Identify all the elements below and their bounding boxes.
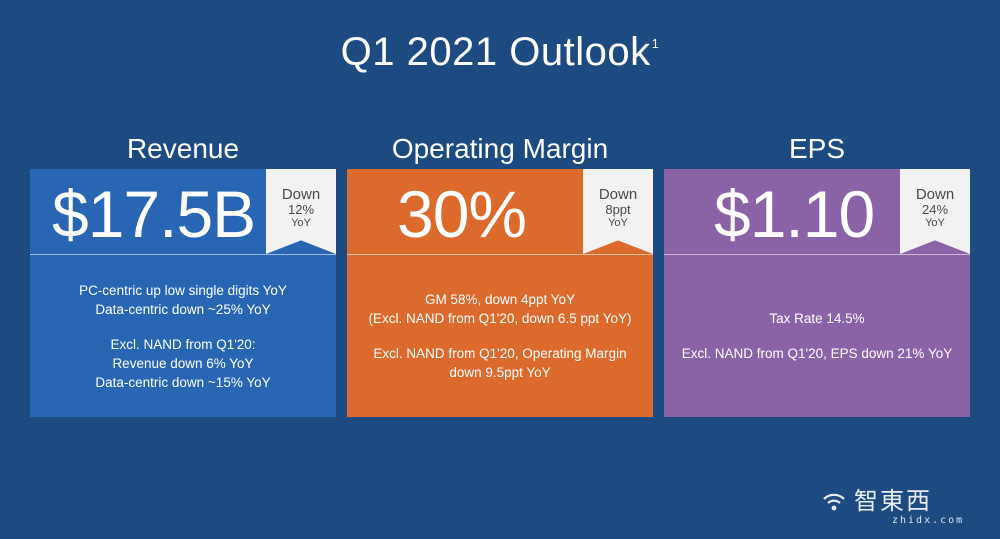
badge-period: YoY xyxy=(925,217,945,229)
detail-line: Excl. NAND from Q1'20, EPS down 21% YoY xyxy=(681,346,953,361)
detail-line: Excl. NAND from Q1'20: xyxy=(110,336,256,352)
detail-line: down 9.5ppt YoY xyxy=(449,365,551,380)
eps-details: Tax Rate 14.5% Excl. NAND from Q1'20, EP… xyxy=(664,255,970,417)
slide-title: Q1 2021 Outlook1 xyxy=(0,30,1000,75)
card-divider xyxy=(347,254,653,255)
operating-margin-value: 30% xyxy=(397,177,527,251)
operating-margin-card-top: 30% Down 8ppt YoY xyxy=(347,169,653,254)
badge-period: YoY xyxy=(291,217,311,229)
revenue-details: PC-centric up low single digits YoY Data… xyxy=(30,255,336,417)
badge-direction: Down xyxy=(598,186,638,203)
detail-line: Data-centric down ~15% YoY xyxy=(95,374,271,390)
revenue-column: Revenue $17.5B Down 12% YoY PC-centric u… xyxy=(30,130,336,417)
operating-margin-card: 30% Down 8ppt YoY GM 58%, down 4ppt YoY … xyxy=(347,169,653,417)
detail-line: Data-centric down ~25% YoY xyxy=(95,301,271,317)
revenue-value: $17.5B xyxy=(52,177,256,251)
badge-direction: Down xyxy=(915,186,955,203)
operating-margin-details: GM 58%, down 4ppt YoY (Excl. NAND from Q… xyxy=(347,255,653,417)
eps-heading: EPS xyxy=(788,133,846,164)
watermark-text: 智東西 xyxy=(854,487,932,515)
revenue-card-top: $17.5B Down 12% YoY xyxy=(30,169,336,254)
revenue-heading: Revenue xyxy=(126,133,240,164)
detail-line: Revenue down 6% YoY xyxy=(112,355,254,371)
revenue-card: $17.5B Down 12% YoY PC-centric up low si… xyxy=(30,169,336,417)
detail-line: Tax Rate 14.5% xyxy=(769,311,865,326)
wifi-signal-icon xyxy=(823,493,845,511)
card-divider xyxy=(30,254,336,255)
detail-line: GM 58%, down 4ppt YoY xyxy=(424,292,576,307)
badge-amount: 24% xyxy=(921,202,949,217)
eps-column: EPS $1.10 Down 24% YoY Tax Rate 14.5% Ex… xyxy=(664,130,970,417)
operating-margin-heading: Operating Margin xyxy=(391,133,609,164)
detail-line: Excl. NAND from Q1'20, Operating Margin xyxy=(373,346,627,361)
badge-amount: 8ppt xyxy=(605,202,631,217)
operating-margin-change-badge: Down 8ppt YoY xyxy=(583,169,653,254)
eps-card: $1.10 Down 24% YoY Tax Rate 14.5% Excl. … xyxy=(664,169,970,417)
eps-change-badge: Down 24% YoY xyxy=(900,169,970,254)
detail-line: PC-centric up low single digits YoY xyxy=(79,282,287,298)
watermark-subtext: zhidx.com xyxy=(892,515,965,526)
badge-direction: Down xyxy=(281,186,321,203)
watermark-logo: 智東西 zhidx.com xyxy=(822,487,982,527)
revenue-change-badge: Down 12% YoY xyxy=(266,169,336,254)
title-footnote: 1 xyxy=(651,36,660,51)
operating-margin-column: Operating Margin 30% Down 8ppt YoY GM 58… xyxy=(347,130,653,417)
eps-card-top: $1.10 Down 24% YoY xyxy=(664,169,970,254)
eps-value: $1.10 xyxy=(714,177,875,251)
badge-amount: 12% xyxy=(287,202,315,217)
detail-line: (Excl. NAND from Q1'20, down 6.5 ppt YoY… xyxy=(368,311,632,326)
badge-period: YoY xyxy=(608,217,628,229)
slide-title-text: Q1 2021 Outlook xyxy=(340,30,651,74)
card-divider xyxy=(664,254,970,255)
